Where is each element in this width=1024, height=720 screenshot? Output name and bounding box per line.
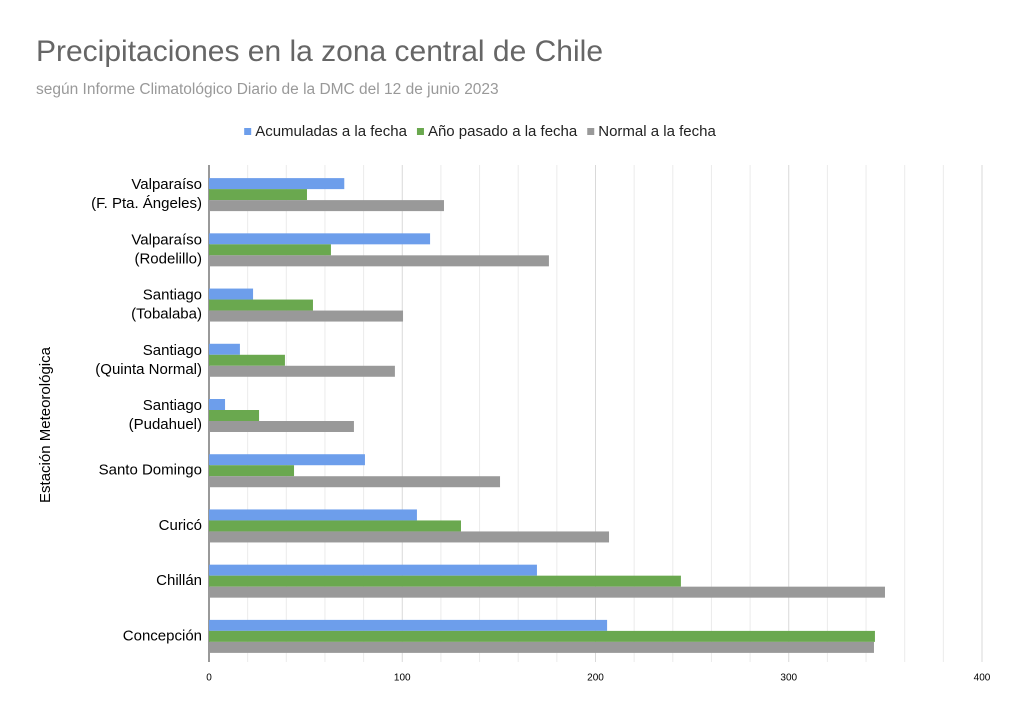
y-tick-label: Valparaíso (Rodelillo) [131, 231, 202, 267]
x-tick-label: 300 [780, 673, 797, 684]
bar [209, 354, 285, 366]
bar [209, 619, 608, 631]
bar [209, 233, 431, 245]
y-tick-label: Valparaíso (F. Pta. Ángeles) [91, 176, 202, 212]
y-tick-label-line: Chillán [156, 572, 202, 589]
bar [209, 476, 501, 488]
x-tick-label: 100 [394, 673, 411, 684]
bar [209, 288, 254, 300]
bar [209, 255, 549, 267]
y-tick-label-line: Curicó [159, 517, 202, 534]
bar [209, 244, 331, 256]
legend-swatch [416, 128, 424, 135]
bar [209, 399, 226, 410]
legend-label: Año pasado a la fecha [428, 123, 578, 140]
x-tick-label: 400 [974, 673, 991, 684]
y-axis-title: Estación Meteorológica [37, 346, 54, 503]
bar [209, 465, 295, 477]
y-tick-label-line: (Rodelillo) [134, 250, 202, 267]
bar [209, 310, 404, 322]
bar [209, 343, 240, 355]
y-tick-label-line: Valparaíso [131, 176, 202, 193]
bar [209, 365, 395, 377]
y-tick-label: Concepción [123, 627, 202, 644]
bar [209, 509, 417, 521]
y-tick-label-line: Santiago [143, 342, 202, 359]
chart-title: Precipitaciones en la zona central de Ch… [36, 35, 603, 68]
bar [209, 299, 313, 311]
bar [209, 178, 345, 190]
x-tick-label: 0 [206, 673, 212, 684]
bar [209, 586, 885, 598]
legend-swatch [587, 128, 595, 135]
legend-swatch [244, 128, 252, 135]
bar [209, 564, 537, 576]
y-tick-label-line: Santiago [143, 397, 202, 414]
x-tick-label: 200 [587, 673, 604, 684]
y-tick-label-line: Valparaíso [131, 231, 202, 248]
y-tick-label: Santiago (Tobalaba) [131, 287, 202, 323]
bar [209, 531, 610, 543]
bar [209, 630, 875, 642]
legend-label: Normal a la fecha [598, 123, 716, 140]
y-tick-label-line: Santiago [143, 287, 202, 304]
bar [209, 200, 444, 212]
bar [209, 520, 461, 532]
bar [209, 410, 260, 421]
bar [209, 454, 365, 466]
y-tick-label-line: (Quinta Normal) [95, 361, 202, 378]
y-tick-label: Santiago (Quinta Normal) [95, 342, 202, 378]
bar [209, 189, 307, 201]
legend: Acumuladas a la fecha Año pasado a la fec… [244, 123, 716, 140]
bar [209, 575, 681, 587]
bar [209, 421, 354, 432]
y-tick-label-line: (F. Pta. Ángeles) [91, 195, 202, 212]
y-tick-label: Curicó [159, 517, 202, 534]
legend-label: Acumuladas a la fecha [255, 123, 407, 140]
y-tick-label-line: (Pudahuel) [129, 416, 202, 433]
chart-subtitle: según Informe Climatológico Diario de la… [36, 81, 499, 98]
y-tick-label: Santiago (Pudahuel) [129, 397, 202, 433]
y-tick-label-line: Concepción [123, 627, 202, 644]
bar [209, 641, 874, 653]
y-tick-label-line: Santo Domingo [99, 462, 202, 479]
y-tick-label-line: (Tobalaba) [131, 306, 202, 323]
y-tick-label: Chillán [156, 572, 202, 589]
y-tick-label: Santo Domingo [99, 462, 202, 479]
